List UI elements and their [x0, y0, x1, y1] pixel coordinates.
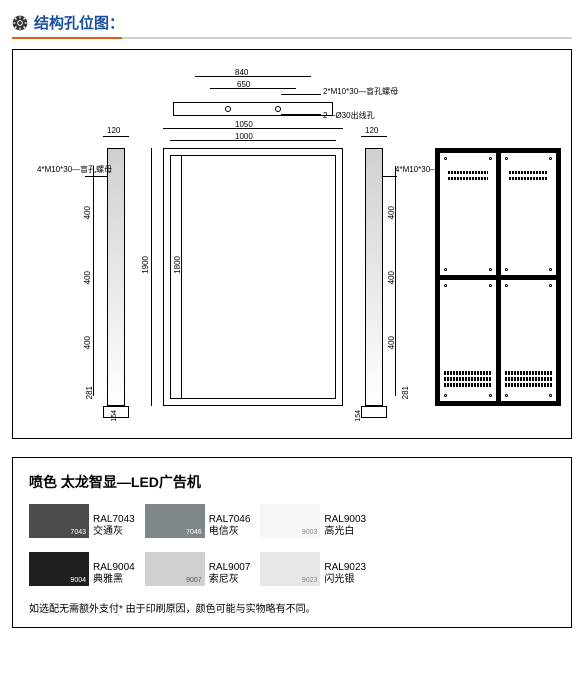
dim-top2: 650 [237, 80, 250, 89]
swatch-labels: RAL9007索尼灰 [209, 562, 251, 586]
swatch-9023: 9023 RAL9023闪光银 [260, 552, 366, 586]
dim-h-inner: 1800 [173, 256, 182, 274]
swatch-box: 7046 [145, 504, 205, 538]
engineering-drawing: 840 650 2*M10*30—盲孔螺母 2—Ø30出线孔 1050 1000… [25, 66, 559, 424]
section-header: 结构孔位图： [12, 12, 572, 33]
color-footnote: 如选配无需额外支付* 由于印刷原因，颜色可能与实物略有不同。 [29, 600, 555, 615]
swatch-row: 9004 RAL9004典雅黑 9007 RAL9007索尼灰 9023 RAL9023闪… [29, 552, 555, 586]
swatch-box: 9004 [29, 552, 89, 586]
dim-foot-r-a: 154 [355, 410, 362, 422]
section-underline [12, 37, 572, 39]
dim-seg-a-l: 400 [83, 206, 92, 219]
dim-seg-b-r: 400 [387, 271, 396, 284]
swatch-7046: 7046 RAL7046电信灰 [145, 504, 251, 538]
swatch-name: 典雅黑 [93, 574, 135, 586]
swatch-code: 9023 [302, 577, 318, 584]
swatch-code: 7046 [186, 529, 202, 536]
color-panel: 喷色 太龙智显—LED广告机 7043 RAL7043交通灰 7046 RAL7046… [12, 457, 572, 628]
swatch-name: 高光白 [324, 526, 366, 538]
swatch-ral: RAL9003 [324, 514, 366, 526]
section-title: 结构孔位图： [34, 12, 124, 33]
swatch-ral: RAL9004 [93, 562, 135, 574]
dim-h-outer: 1900 [141, 256, 150, 274]
swatch-7043: 7043 RAL7043交通灰 [29, 504, 135, 538]
swatch-code: 7043 [70, 529, 86, 536]
swatch-box: 9007 [145, 552, 205, 586]
swatch-ral: RAL7043 [93, 514, 135, 526]
swatch-ral: RAL7046 [209, 514, 251, 526]
swatch-name: 闪光银 [324, 574, 366, 586]
dim-seg-a-r: 400 [387, 206, 396, 219]
swatch-labels: RAL7046电信灰 [209, 514, 251, 538]
swatch-ral: RAL9023 [324, 562, 366, 574]
swatch-name: 电信灰 [209, 526, 251, 538]
dim-seg-b-l: 400 [83, 271, 92, 284]
swatch-name: 索尼灰 [209, 574, 251, 586]
dim-foot-b-l: 154 [111, 410, 118, 422]
swatch-row: 7043 RAL7043交通灰 7046 RAL7046电信灰 9003 RAL9003高… [29, 504, 555, 538]
dim-seg-c-l: 400 [83, 336, 92, 349]
gear-icon [12, 15, 28, 31]
dim-w-outer: 1050 [235, 120, 253, 129]
dim-seg-c-r: 400 [387, 336, 396, 349]
color-title: 喷色 太龙智显—LED广告机 [29, 472, 555, 492]
annot-top-outlet: 2—Ø30出线孔 [323, 110, 375, 121]
swatch-9004: 9004 RAL9004典雅黑 [29, 552, 135, 586]
swatch-code: 9003 [302, 529, 318, 536]
annot-left: 4*M10*30—盲孔螺母 [37, 164, 97, 175]
swatch-name: 交通灰 [93, 526, 135, 538]
dim-side-left: 120 [107, 126, 120, 135]
dim-w-main: 1000 [235, 132, 253, 141]
dim-side-right: 120 [365, 126, 378, 135]
swatch-box: 9023 [260, 552, 320, 586]
dim-foot-r-b: 281 [401, 386, 410, 399]
swatch-9007: 9007 RAL9007索尼灰 [145, 552, 251, 586]
swatch-labels: RAL9023闪光银 [324, 562, 366, 586]
swatch-code: 9007 [186, 577, 202, 584]
diagram-panel: 840 650 2*M10*30—盲孔螺母 2—Ø30出线孔 1050 1000… [12, 49, 572, 439]
swatch-code: 9004 [70, 577, 86, 584]
swatch-box: 9003 [260, 504, 320, 538]
swatch-box: 7043 [29, 504, 89, 538]
swatch-labels: RAL7043交通灰 [93, 514, 135, 538]
swatch-9003: 9003 RAL9003高光白 [260, 504, 366, 538]
dim-top1: 840 [235, 68, 248, 77]
back-panel [435, 148, 561, 406]
swatch-labels: RAL9003高光白 [324, 514, 366, 538]
annot-top-screw: 2*M10*30—盲孔螺母 [323, 86, 398, 97]
swatch-ral: RAL9007 [209, 562, 251, 574]
swatch-labels: RAL9004典雅黑 [93, 562, 135, 586]
dim-foot-a-l: 281 [85, 386, 94, 399]
